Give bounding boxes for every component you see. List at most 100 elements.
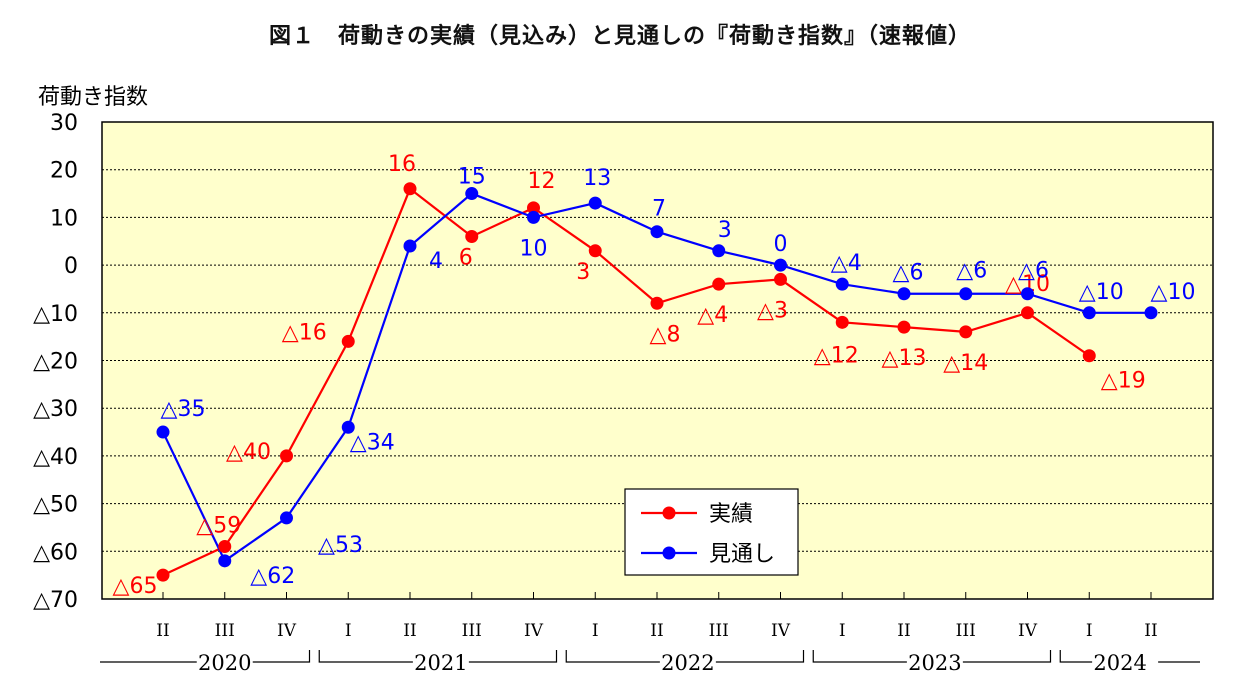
x-group-label: 2020: [198, 651, 251, 675]
data-label: 6: [459, 245, 473, 270]
x-group-label: 2021: [414, 651, 467, 675]
x-tick-label: IV: [277, 621, 297, 641]
data-point: [588, 244, 602, 258]
x-tick-label: I: [345, 621, 352, 641]
x-tick-label: IV: [1018, 621, 1038, 641]
y-tick-label: △10: [33, 302, 78, 327]
legend-label: 実績: [709, 502, 753, 527]
data-point: [1021, 306, 1034, 320]
data-point: [774, 272, 787, 286]
x-tick-label: II: [897, 621, 910, 641]
data-label: △53: [318, 533, 363, 558]
data-label: △6: [1018, 259, 1049, 284]
x-tick-label: III: [709, 621, 729, 641]
data-label: △10: [1079, 280, 1124, 305]
y-tick-label: △70: [33, 588, 78, 613]
data-label: △59: [196, 514, 241, 539]
data-point: [465, 187, 479, 201]
y-axis-label: 荷動き指数: [38, 85, 148, 110]
data-point: [835, 277, 849, 291]
data-label: △6: [956, 259, 987, 284]
data-label: 4: [429, 249, 443, 274]
data-label: △12: [814, 343, 859, 368]
legend-box: [624, 488, 799, 576]
data-point: [1021, 287, 1034, 301]
y-tick-label: △60: [33, 540, 78, 565]
x-tick-label: II: [1144, 621, 1157, 641]
y-tick-label: 10: [50, 206, 78, 231]
data-point: [712, 277, 726, 291]
data-label: △6: [893, 261, 924, 286]
data-label: 7: [652, 197, 666, 222]
legend-swatch-marker: [662, 506, 676, 520]
data-label: △19: [1101, 369, 1146, 394]
y-tick-label: 0: [64, 254, 78, 279]
data-label: △35: [161, 397, 206, 422]
data-point: [341, 420, 355, 434]
data-label: 3: [576, 260, 590, 285]
data-label: △16: [282, 320, 327, 345]
x-group-label: 2022: [661, 651, 714, 675]
data-label: △10: [1151, 280, 1196, 305]
data-label: △40: [226, 440, 271, 465]
year-bracket-line: [318, 650, 413, 663]
data-point: [1082, 349, 1096, 363]
data-label: 3: [718, 218, 732, 243]
data-point: [650, 296, 664, 310]
data-point: [280, 449, 293, 463]
data-label: 16: [388, 152, 416, 177]
data-point: [959, 287, 973, 301]
data-label: △4: [831, 251, 862, 276]
x-tick-label: II: [156, 621, 169, 641]
x-tick-label: II: [403, 621, 416, 641]
data-label: 0: [774, 232, 788, 257]
data-point: [465, 229, 479, 243]
x-tick-label: III: [462, 621, 482, 641]
legend-swatch-marker: [662, 546, 676, 560]
data-label: △14: [943, 351, 988, 376]
data-point: [1082, 306, 1096, 320]
x-tick-label: I: [592, 621, 599, 641]
data-point: [527, 210, 540, 224]
series-line-1: [162, 187, 1090, 577]
data-label: △3: [757, 298, 788, 323]
y-tick-label: △30: [33, 397, 78, 422]
data-label: △8: [650, 322, 681, 347]
data-point: [897, 287, 911, 301]
x-tick-label: IV: [524, 621, 544, 641]
year-bracket-line: [715, 650, 805, 663]
data-point: [403, 239, 417, 253]
data-point: [527, 201, 540, 215]
x-tick-label: IV: [771, 621, 791, 641]
data-point: [712, 244, 726, 258]
data-label: △13: [882, 346, 927, 371]
y-tick-label: 30: [50, 111, 78, 136]
x-tick-label: I: [839, 621, 846, 641]
data-point: [959, 325, 973, 339]
year-bracket-line: [565, 650, 660, 663]
data-point: [588, 196, 602, 210]
chart-title: 図１ 荷動きの実績（見込み）と見通しの『荷動き指数』（速報値）: [268, 24, 971, 49]
data-label: △65: [113, 574, 158, 599]
data-label: 13: [583, 166, 611, 191]
data-point: [774, 258, 787, 272]
data-label: △34: [350, 430, 395, 455]
x-group-label: 2024: [1093, 651, 1146, 675]
data-point: [1144, 306, 1158, 320]
y-tick-label: △40: [33, 445, 78, 470]
data-point: [156, 425, 170, 439]
data-point: [218, 554, 232, 568]
data-point: [156, 568, 170, 582]
data-point: [280, 511, 293, 525]
data-point: [897, 320, 911, 334]
year-bracket-line: [468, 650, 558, 663]
y-tick-label: △20: [33, 350, 78, 375]
year-bracket-line: [812, 650, 907, 663]
data-label: △62: [250, 564, 295, 589]
data-label: △4: [697, 303, 728, 328]
year-bracket-line: [252, 650, 311, 663]
x-tick-label: II: [650, 621, 663, 641]
data-point: [341, 334, 355, 348]
x-group-label: 2023: [908, 651, 961, 675]
